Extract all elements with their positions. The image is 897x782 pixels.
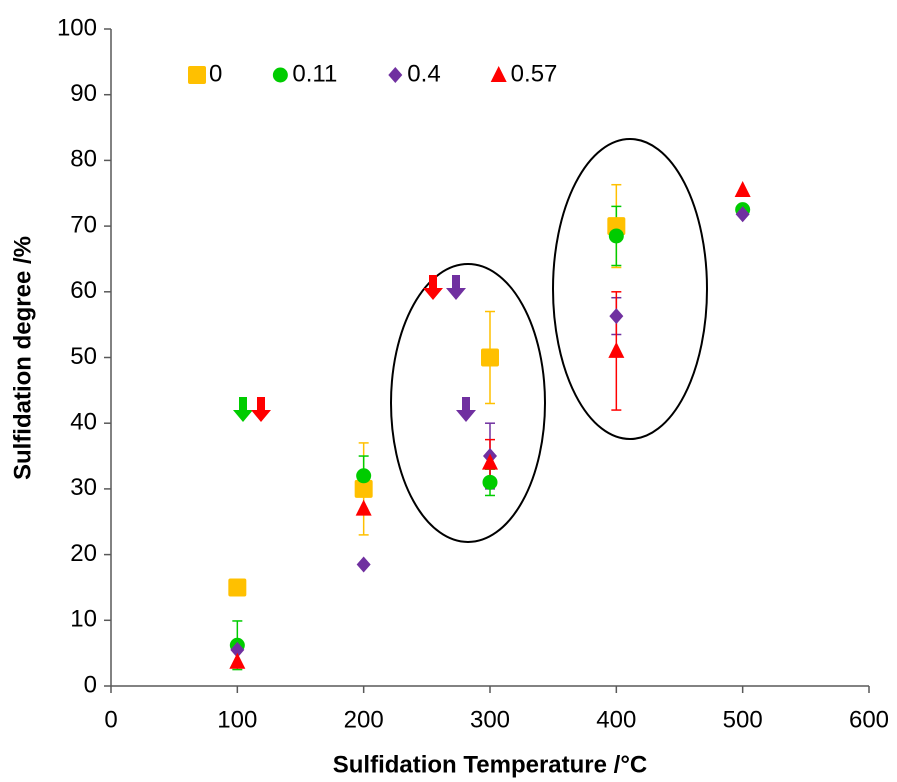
marker-diamond [609, 308, 624, 325]
arrow [423, 275, 443, 300]
marker-square [354, 479, 373, 498]
marker-diamond [388, 67, 403, 83]
legend-label: 0 [209, 60, 222, 87]
marker-square [188, 66, 206, 84]
x-tick-label: 600 [849, 706, 889, 733]
arrow [251, 397, 271, 422]
marker-triangle [734, 180, 751, 197]
highlight-ellipse [390, 263, 546, 543]
arrow [456, 397, 476, 422]
marker-diamond [356, 556, 371, 573]
y-tick-label: 50 [70, 343, 97, 370]
y-tick-label: 10 [70, 606, 97, 633]
marker-triangle [490, 66, 507, 82]
x-tick-label: 200 [344, 706, 384, 733]
x-tick-label: 100 [217, 706, 257, 733]
x-tick-label: 400 [596, 706, 636, 733]
arrows [233, 275, 476, 422]
y-tick-label: 80 [70, 146, 97, 173]
legend-label: 0.4 [407, 60, 440, 87]
marker-circle [608, 228, 624, 244]
marker-diamond [735, 206, 750, 223]
marker-square [228, 578, 247, 597]
marker-triangle [229, 652, 246, 669]
legend-label: 0.57 [511, 60, 558, 87]
marker-diamond [230, 641, 245, 658]
arrow [233, 397, 253, 422]
marker-circle [272, 67, 288, 83]
y-tick-label: 100 [57, 14, 97, 41]
y-tick-label: 0 [84, 671, 97, 698]
marker-triangle [482, 453, 498, 470]
marker-triangle [608, 341, 625, 358]
y-tick-label: 60 [70, 277, 97, 304]
marker-square [481, 348, 499, 367]
y-tick-label: 30 [70, 474, 97, 501]
x-tick-label: 300 [470, 706, 510, 733]
marker-circle [356, 468, 372, 484]
marker-circle [482, 474, 498, 490]
y-axis-title: Sulfidation degree /% [9, 236, 36, 480]
y-tick-label: 70 [70, 211, 97, 238]
x-axis-title: Sulfidation Temperature /°C [333, 751, 648, 778]
y-tick-label: 90 [70, 80, 97, 107]
x-tick-label: 0 [104, 706, 117, 733]
arrow [446, 275, 466, 300]
highlight-ellipse [552, 138, 708, 440]
y-tick-label: 40 [70, 409, 97, 436]
x-tick-label: 500 [723, 706, 763, 733]
annotations [390, 138, 708, 543]
y-tick-label: 20 [70, 540, 97, 567]
marker-triangle [355, 499, 372, 516]
legend-label: 0.11 [292, 60, 337, 87]
